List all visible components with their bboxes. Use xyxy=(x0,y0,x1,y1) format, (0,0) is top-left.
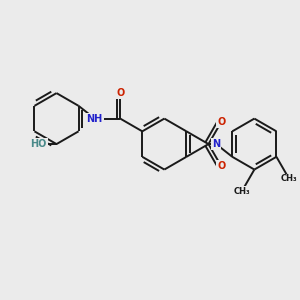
Text: NH: NH xyxy=(87,114,103,124)
Text: CH₃: CH₃ xyxy=(281,174,298,183)
Text: N: N xyxy=(212,139,220,149)
Text: O: O xyxy=(217,161,225,171)
Text: CH₃: CH₃ xyxy=(233,187,250,196)
Text: HO: HO xyxy=(31,139,47,149)
Text: O: O xyxy=(217,117,225,127)
Text: O: O xyxy=(116,88,124,98)
